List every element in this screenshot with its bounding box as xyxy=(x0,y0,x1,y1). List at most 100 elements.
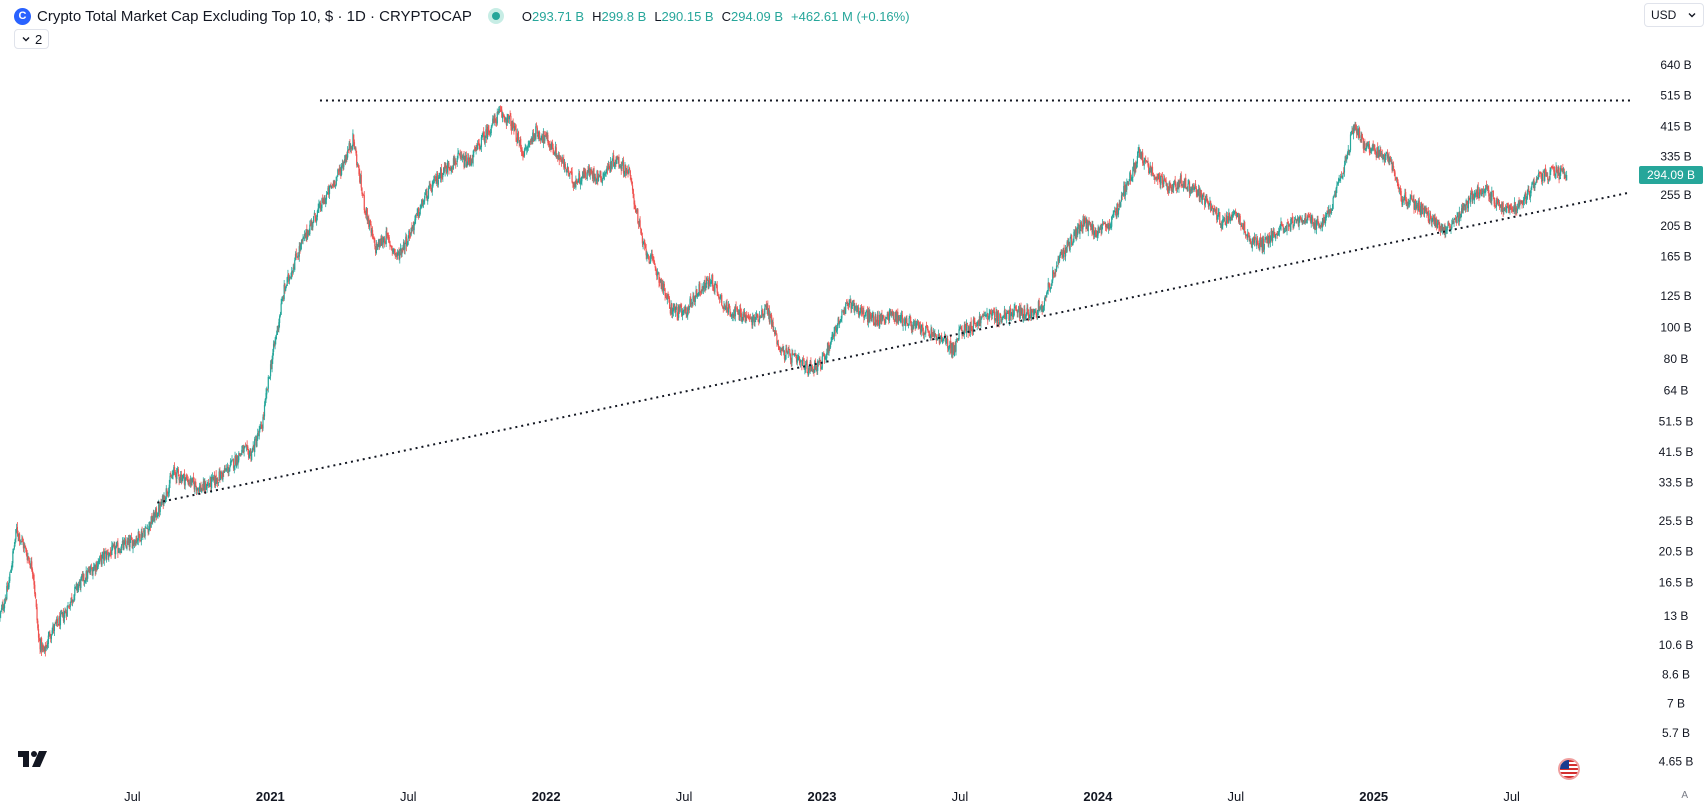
candle xyxy=(347,146,349,160)
candle xyxy=(695,285,697,299)
candle xyxy=(1116,203,1118,219)
candle xyxy=(723,301,725,310)
candle xyxy=(68,604,71,610)
candle xyxy=(644,242,647,249)
candle xyxy=(616,155,619,161)
candle xyxy=(804,366,806,375)
candle xyxy=(67,602,69,607)
candle xyxy=(124,534,127,547)
candle xyxy=(587,166,589,174)
candle xyxy=(330,182,332,189)
candle xyxy=(994,318,996,323)
candle xyxy=(1241,222,1244,230)
candle xyxy=(1416,200,1418,209)
indicators-toggle-button[interactable]: 2 xyxy=(14,29,50,49)
candle xyxy=(368,220,371,231)
currency-select[interactable]: USD xyxy=(1644,3,1704,27)
candle xyxy=(1564,171,1566,179)
candle xyxy=(1469,197,1471,204)
candle xyxy=(1504,206,1506,212)
candle xyxy=(663,281,665,292)
candle xyxy=(220,470,222,481)
candle xyxy=(640,227,642,235)
candle xyxy=(1356,126,1358,136)
candle xyxy=(566,169,568,176)
candle xyxy=(1010,312,1012,322)
candle xyxy=(1297,216,1299,228)
us-flag-icon[interactable] xyxy=(1558,758,1580,780)
candle xyxy=(45,644,47,652)
candle xyxy=(478,138,480,150)
candle xyxy=(554,151,556,156)
candle xyxy=(954,341,956,353)
auto-scale-button[interactable]: A xyxy=(1681,790,1688,801)
candle xyxy=(63,610,65,625)
candle xyxy=(666,293,668,305)
candle xyxy=(362,194,365,196)
candle xyxy=(224,464,226,472)
candle xyxy=(525,144,527,150)
candle xyxy=(1102,221,1104,226)
tradingview-logo-icon[interactable] xyxy=(18,751,48,767)
candle xyxy=(751,316,753,329)
candle xyxy=(291,266,293,280)
candle xyxy=(919,322,921,330)
candle xyxy=(554,141,557,157)
candle xyxy=(378,238,380,247)
candle xyxy=(223,465,226,473)
candle xyxy=(1306,219,1308,224)
candle xyxy=(257,430,260,437)
candle xyxy=(221,472,223,481)
candle xyxy=(386,227,388,239)
candle xyxy=(1477,182,1479,199)
candle xyxy=(318,199,320,213)
candle xyxy=(564,161,566,170)
candle xyxy=(681,308,684,321)
candle xyxy=(119,548,121,555)
candle xyxy=(1173,179,1176,186)
candle xyxy=(1495,205,1497,209)
candle xyxy=(1002,316,1004,321)
candle xyxy=(609,165,611,173)
candle xyxy=(1329,204,1331,218)
candle xyxy=(1012,308,1014,320)
candle xyxy=(857,304,860,318)
candle xyxy=(537,131,539,140)
candle xyxy=(1020,302,1022,316)
candle xyxy=(956,338,959,343)
candle xyxy=(319,200,322,213)
candle xyxy=(724,305,727,311)
candle xyxy=(532,128,535,142)
candle xyxy=(1402,196,1405,203)
candle xyxy=(58,615,60,626)
candle xyxy=(101,551,103,567)
time-axis[interactable]: Jul 2021 Jul 2022 Jul 2023 Jul 2024 Jul 2025 Jul xyxy=(124,789,1520,804)
candle xyxy=(740,308,742,322)
candle xyxy=(1067,237,1069,248)
candle xyxy=(167,491,169,498)
candle xyxy=(213,474,215,483)
candle xyxy=(326,192,328,195)
candle xyxy=(747,312,749,319)
candle xyxy=(1160,175,1162,190)
candle xyxy=(1464,204,1466,213)
symbol-title[interactable]: Crypto Total Market Cap Excluding Top 10… xyxy=(37,7,472,25)
candle xyxy=(763,309,765,320)
candle xyxy=(674,303,676,314)
y-tick-label: 640 B xyxy=(1660,58,1691,72)
candle xyxy=(373,236,375,243)
candle xyxy=(176,467,178,484)
candle xyxy=(792,353,795,356)
candle xyxy=(507,114,509,123)
candle xyxy=(1224,213,1226,226)
candle xyxy=(795,354,798,365)
candle xyxy=(433,175,436,184)
candle xyxy=(1184,177,1186,190)
candle xyxy=(805,360,807,373)
support-trendline[interactable] xyxy=(157,191,1631,504)
candle xyxy=(238,452,241,457)
candle xyxy=(672,303,674,317)
candle xyxy=(1481,189,1483,197)
